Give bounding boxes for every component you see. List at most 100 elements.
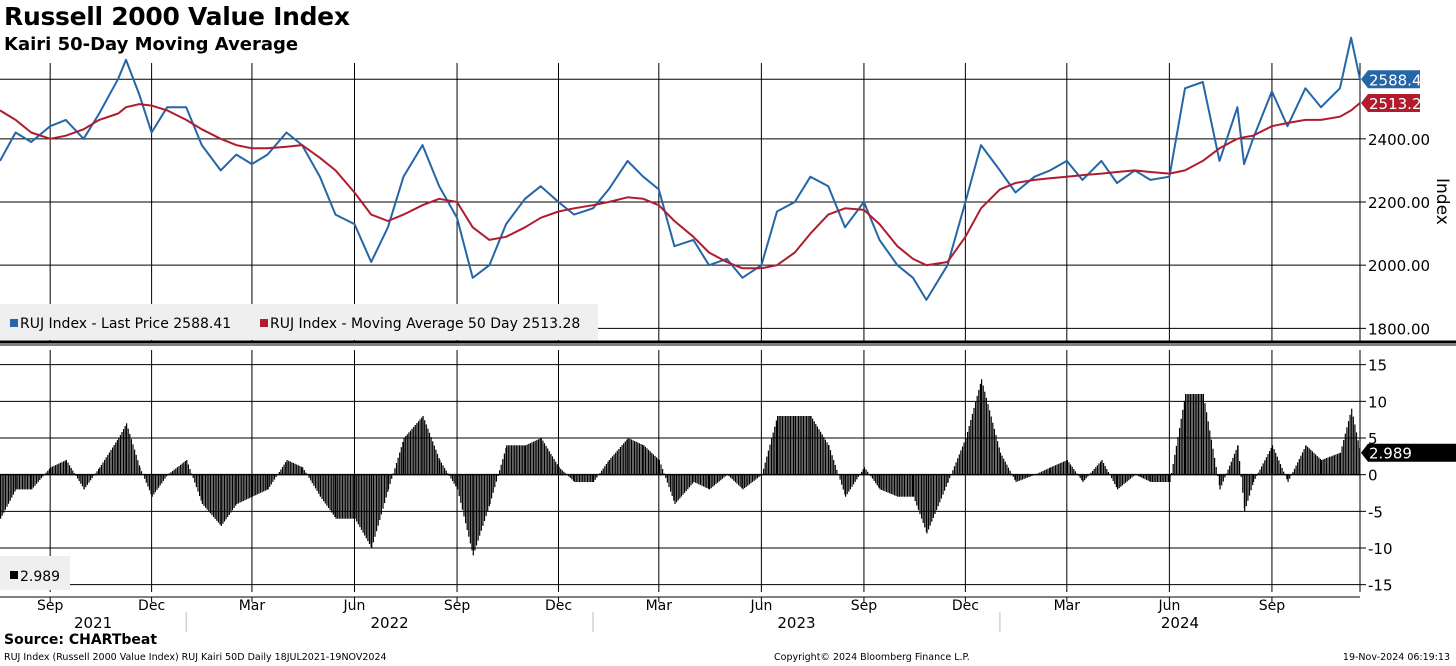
kairi-bar <box>955 462 957 475</box>
kairi-bar <box>1196 394 1198 475</box>
kairi-bar <box>646 448 648 475</box>
kairi-bar <box>676 474 678 503</box>
kairi-bar <box>517 445 519 475</box>
kairi-bar <box>796 416 798 475</box>
kairi-bar <box>630 439 632 475</box>
kairi-bar <box>225 474 227 520</box>
kairi-bar <box>506 445 508 475</box>
kairi-bar <box>1082 474 1084 482</box>
kairi-bar <box>137 460 139 475</box>
kairi-bar <box>489 474 491 504</box>
kairi-bar <box>1252 474 1254 486</box>
kairi-bar <box>458 474 460 497</box>
kairi-bar <box>599 473 601 475</box>
kairi-bar <box>1275 452 1277 475</box>
kairi-bar <box>572 474 575 481</box>
kairi-bar <box>783 416 785 475</box>
kairi-bar <box>1318 457 1320 475</box>
kairi-bar <box>1338 453 1340 475</box>
kairi-bar <box>688 474 690 488</box>
kairi-bar <box>272 474 274 482</box>
kairi-bar <box>1244 474 1246 512</box>
kairi-bar <box>503 453 505 475</box>
kairi-bar <box>1066 460 1068 475</box>
kairi-bar <box>673 474 675 501</box>
value-tag-label: 2.989 <box>1369 445 1412 463</box>
kairi-bar <box>425 424 427 475</box>
chart-title: Russell 2000 Value Index <box>4 2 350 31</box>
kairi-bar <box>113 445 115 475</box>
kairi-bar <box>1230 461 1232 475</box>
kairi-bar <box>505 447 507 475</box>
kairi-bar <box>693 474 695 482</box>
kairi-bar <box>1028 474 1030 478</box>
kairi-bar <box>191 473 193 475</box>
kairi-bar <box>1287 474 1289 482</box>
kairi-bar <box>206 474 208 510</box>
kairi-bar <box>1149 474 1151 482</box>
kairi-bar <box>928 474 930 530</box>
x-tick-label: Jun <box>1157 598 1180 614</box>
kairi-bar <box>156 474 158 490</box>
kairi-bar <box>968 426 970 475</box>
kairi-bar <box>1117 474 1119 490</box>
kairi-bar <box>11 474 13 498</box>
kairi-bar <box>715 474 717 485</box>
kairi-bar <box>786 416 788 475</box>
kairi-bar <box>483 474 486 521</box>
kairi-bar <box>723 474 725 478</box>
kairi-bar <box>88 474 90 483</box>
kairi-bar <box>123 429 125 475</box>
kairi-bar <box>466 474 468 530</box>
kairi-bar <box>690 474 692 486</box>
x-tick-label: Sep <box>444 598 471 614</box>
kairi-bar <box>173 469 175 475</box>
kairi-bar <box>910 474 912 497</box>
kairi-bar <box>94 473 96 475</box>
kairi-bar <box>1150 474 1152 482</box>
kairi-bar <box>91 474 93 479</box>
kairi-bar <box>67 462 69 475</box>
kairi-bar <box>285 462 287 475</box>
kairi-bar <box>391 474 393 479</box>
kairi-bar <box>372 474 374 543</box>
kairi-bar <box>1344 433 1346 475</box>
kairi-bar <box>1021 474 1024 480</box>
kairi-bar <box>973 407 975 475</box>
kairi-bar <box>1235 449 1237 475</box>
kairi-bar <box>623 443 625 475</box>
kairi-bar <box>913 474 915 497</box>
kairi-bar <box>334 474 336 517</box>
kairi-bar <box>472 474 474 556</box>
kairi-bar <box>1329 456 1331 475</box>
kairi-bar <box>613 454 615 475</box>
kairi-bar <box>47 470 49 475</box>
kairi-bar <box>709 474 711 490</box>
kairi-bar <box>64 460 66 475</box>
kairi-bar <box>1289 474 1291 479</box>
y-tick-label: 1800.00 <box>1368 320 1430 338</box>
kairi-bar <box>365 474 367 539</box>
kairi-bar <box>1330 456 1332 475</box>
kairi-bar <box>403 438 405 475</box>
kairi-bar <box>17 474 19 490</box>
kairi-bar <box>1359 448 1361 475</box>
kairi-bar <box>696 474 698 484</box>
kairi-bar <box>1194 394 1196 475</box>
kairi-bar <box>294 463 296 475</box>
kairi-bar <box>351 474 353 519</box>
kairi-bar <box>392 473 394 475</box>
kairi-bar <box>1250 474 1252 491</box>
kairi-bar <box>108 452 110 475</box>
kairi-bar <box>444 467 446 475</box>
kairi-bar <box>452 474 454 482</box>
kairi-bar <box>414 425 416 475</box>
kairi-bar <box>223 474 226 522</box>
kairi-bar <box>245 474 248 500</box>
kairi-bar <box>568 474 570 477</box>
kairi-bar <box>280 469 282 475</box>
y-tick-label: 15 <box>1368 357 1387 375</box>
kairi-bar <box>203 474 205 506</box>
legend-label: RUJ Index - Moving Average 50 Day 2513.2… <box>270 316 580 332</box>
kairi-bar <box>682 474 684 495</box>
